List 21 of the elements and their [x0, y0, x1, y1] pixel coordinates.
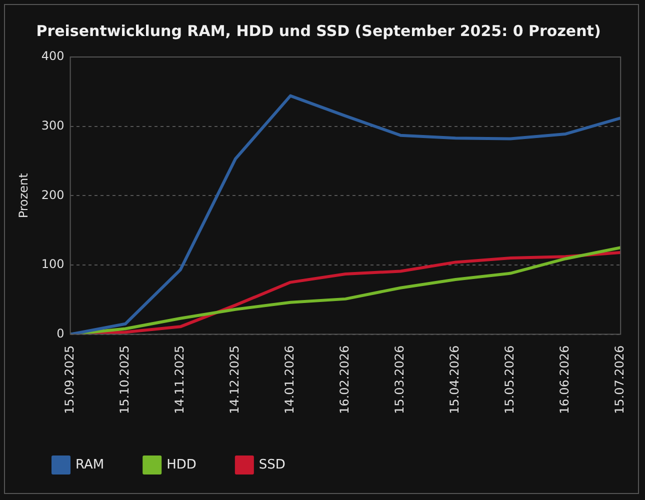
x-tick-label: 16.02.2026 [338, 345, 352, 414]
y-tick-label: 300 [41, 118, 64, 132]
x-tick-label: 14.12.2025 [228, 345, 242, 414]
x-tick-label: 15.09.2025 [62, 345, 76, 414]
x-tick-label: 15.05.2026 [502, 345, 517, 414]
chart-title: Preisentwicklung RAM, HDD und SSD (September 2025: 0 Prozent) [36, 22, 601, 40]
x-tick-label: 15.04.2026 [448, 345, 462, 414]
x-tick-label: 15.07.2026 [612, 345, 627, 414]
legend-label: SSD [258, 457, 286, 472]
x-tick-label: 14.01.2026 [282, 345, 297, 414]
y-tick-label: 200 [41, 188, 64, 202]
legend-label: HDD [166, 457, 196, 472]
y-axis-title: Prozent [16, 172, 30, 218]
x-tick-label: 15.03.2026 [392, 345, 407, 414]
legend-label: RAM [76, 457, 104, 472]
y-tick-label: 400 [41, 49, 64, 64]
x-tick-label: 15.10.2025 [117, 345, 132, 414]
x-tick-label: 14.11.2025 [172, 345, 186, 414]
x-tick-label: 16.06.2026 [558, 345, 572, 414]
y-tick-label: 100 [41, 257, 64, 272]
y-tick-label: 0 [56, 326, 64, 340]
